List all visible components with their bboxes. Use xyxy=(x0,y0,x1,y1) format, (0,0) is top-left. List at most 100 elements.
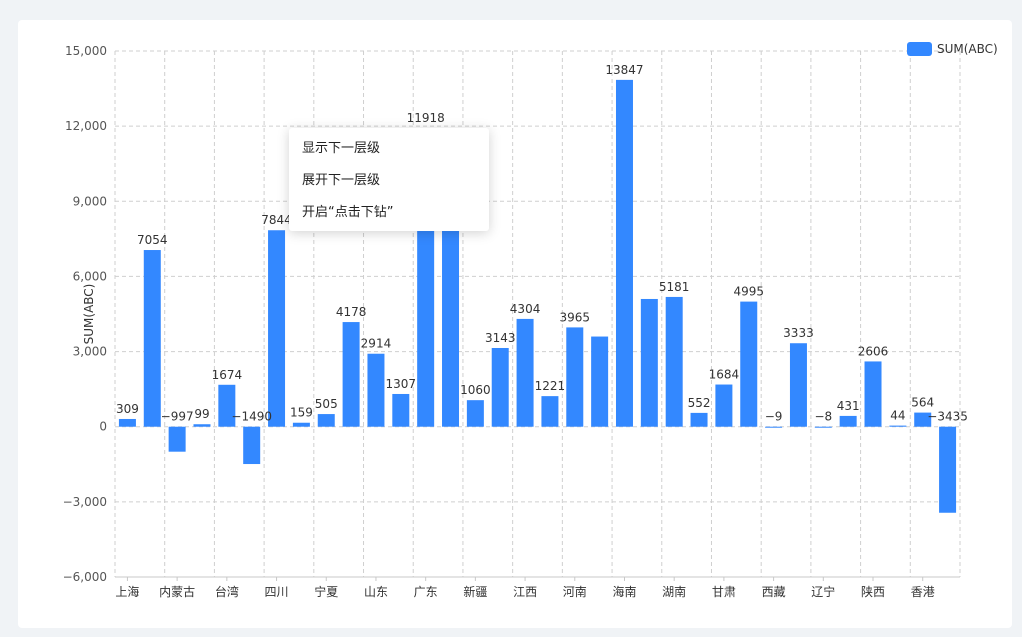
y-tick-label: −6,000 xyxy=(63,570,107,584)
x-tick-label: 甘肃 xyxy=(712,585,736,599)
bar xyxy=(516,318,534,427)
y-tick-label: 3,000 xyxy=(73,345,107,359)
chart-card xyxy=(18,20,1012,628)
data-label: 159 xyxy=(290,406,313,420)
data-label: 7054 xyxy=(137,233,168,247)
bar xyxy=(292,422,310,427)
data-label: 3143 xyxy=(485,331,516,345)
menu-item-expand-next-level[interactable]: 展开下一层级 xyxy=(302,173,381,188)
bar xyxy=(839,415,857,427)
data-label: 11918 xyxy=(407,111,445,125)
bar xyxy=(615,79,633,427)
data-label: 309 xyxy=(116,402,139,416)
data-label: 2914 xyxy=(361,337,392,351)
legend-swatch xyxy=(907,42,932,56)
data-label: 3333 xyxy=(783,326,814,340)
data-label: 552 xyxy=(688,396,711,410)
bar xyxy=(789,343,807,427)
bar xyxy=(491,347,509,427)
bar xyxy=(268,230,286,427)
y-tick-label: 15,000 xyxy=(65,44,107,58)
bar xyxy=(864,361,882,427)
bar xyxy=(317,414,335,427)
bar xyxy=(640,298,658,427)
y-axis-title: SUM(ABC) xyxy=(82,284,96,345)
bar xyxy=(566,327,584,427)
bar xyxy=(118,418,136,427)
x-tick-label: 宁夏 xyxy=(314,584,338,599)
x-tick-label: 陕西 xyxy=(861,584,885,599)
x-tick-label: 广东 xyxy=(414,585,438,599)
data-label: 1307 xyxy=(386,377,417,391)
data-label: 564 xyxy=(911,396,934,410)
x-tick-label: 上海 xyxy=(115,584,139,599)
x-tick-label: 辽宁 xyxy=(811,584,835,599)
x-tick-label: 台湾 xyxy=(215,584,239,599)
bar xyxy=(466,400,484,427)
bar xyxy=(442,221,460,427)
context-menu: 显示下一层级 展开下一层级 开启“点击下钻” xyxy=(289,128,489,231)
bar xyxy=(541,396,559,427)
bar xyxy=(591,336,609,427)
data-label: 4304 xyxy=(510,302,541,316)
data-label: 13847 xyxy=(605,63,643,77)
bar xyxy=(715,384,733,427)
x-tick-label: 山东 xyxy=(364,585,388,599)
bar xyxy=(814,426,832,428)
x-tick-label: 海南 xyxy=(612,584,636,599)
data-label: −1490 xyxy=(231,410,272,424)
menu-item-enable-drilldown[interactable]: 开启“点击下钻” xyxy=(302,205,394,220)
bar xyxy=(889,425,907,427)
y-tick-label: −3,000 xyxy=(63,495,107,509)
data-label: 44 xyxy=(890,409,905,423)
y-tick-label: 9,000 xyxy=(73,194,107,208)
data-label: 1221 xyxy=(535,379,566,393)
data-label: 431 xyxy=(837,399,860,413)
bar xyxy=(218,384,236,427)
data-label: −3435 xyxy=(927,410,968,424)
bar xyxy=(690,412,708,427)
x-tick-label: 新疆 xyxy=(463,584,487,599)
data-label: 3965 xyxy=(560,310,591,324)
data-label: 505 xyxy=(315,397,338,411)
x-tick-label: 香港 xyxy=(911,585,935,599)
data-label: 1684 xyxy=(709,368,740,382)
bar xyxy=(243,426,261,465)
bar xyxy=(665,296,683,427)
x-axis-ticks: 上海 内蒙古 台湾 四川 宁夏 山东 广东 新疆 江西 河南 海南 湖南 甘肃 西藏 辽宁 陕西 香港 xyxy=(115,577,935,599)
bar xyxy=(765,426,783,428)
y-axis-ticks: −6,000 −3,000 0 3,000 6,000 9,000 12,000 15,000 xyxy=(63,44,107,584)
bars xyxy=(118,79,957,513)
bar xyxy=(939,426,957,513)
legend[interactable]: SUM(ABC) xyxy=(907,42,998,56)
x-tick-label: 西藏 xyxy=(762,585,786,599)
x-tick-label: 内蒙古 xyxy=(159,584,195,599)
data-label: −8 xyxy=(814,410,832,424)
x-tick-label: 河南 xyxy=(563,584,587,599)
data-label: −9 xyxy=(765,410,783,424)
x-tick-label: 四川 xyxy=(265,585,289,599)
y-tick-label: 6,000 xyxy=(73,269,107,283)
bar xyxy=(168,426,186,452)
bar xyxy=(392,393,410,427)
data-label: 4995 xyxy=(733,285,764,299)
data-label: 4178 xyxy=(336,305,367,319)
data-label: 99 xyxy=(194,407,209,421)
data-label: 2606 xyxy=(858,344,889,358)
data-label: 5181 xyxy=(659,280,690,294)
bar xyxy=(914,412,932,427)
bar xyxy=(740,301,758,427)
x-tick-label: 江西 xyxy=(513,585,537,599)
legend-label: SUM(ABC) xyxy=(937,42,998,56)
data-label: −997 xyxy=(161,410,194,424)
menu-item-show-next-level[interactable]: 显示下一层级 xyxy=(302,141,381,156)
data-label: 7844 xyxy=(261,213,292,227)
y-tick-label: 12,000 xyxy=(65,119,107,133)
data-label: 1060 xyxy=(460,383,491,397)
bar xyxy=(143,250,161,427)
bar xyxy=(342,322,360,427)
bar xyxy=(367,353,385,427)
bar xyxy=(193,424,211,427)
